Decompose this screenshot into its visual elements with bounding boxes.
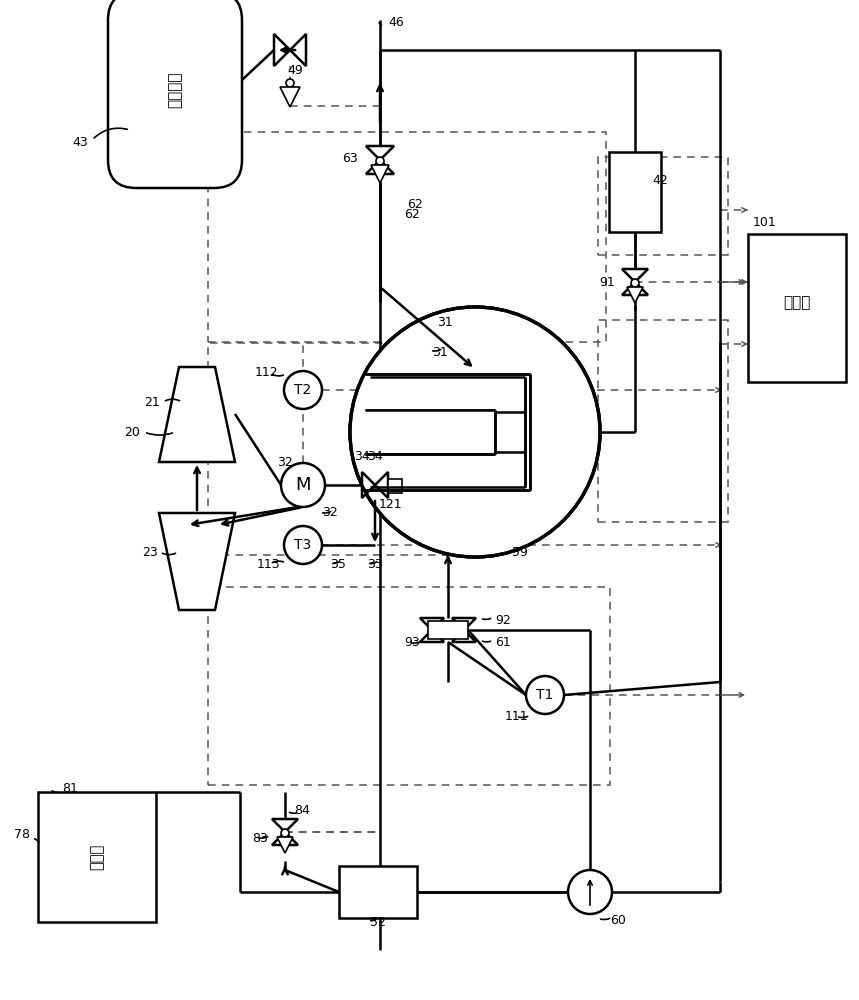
- Text: 91: 91: [600, 275, 615, 288]
- Bar: [360, 411, 494, 453]
- Text: 46: 46: [388, 15, 404, 28]
- Polygon shape: [420, 630, 444, 642]
- Bar: [339, 866, 417, 918]
- Polygon shape: [280, 87, 300, 107]
- Text: 121: 121: [378, 498, 402, 512]
- Text: 60: 60: [610, 914, 626, 926]
- Text: 93: 93: [405, 636, 420, 648]
- Polygon shape: [622, 282, 648, 295]
- Text: 101: 101: [753, 216, 777, 229]
- Text: T2: T2: [295, 383, 312, 397]
- Text: 32: 32: [322, 506, 338, 520]
- Polygon shape: [159, 367, 235, 462]
- Polygon shape: [452, 618, 476, 630]
- Polygon shape: [452, 630, 476, 642]
- Polygon shape: [420, 618, 444, 630]
- Polygon shape: [290, 34, 306, 66]
- Text: 112: 112: [254, 366, 278, 379]
- Text: 42: 42: [652, 174, 668, 186]
- Polygon shape: [366, 146, 394, 160]
- Text: 92: 92: [495, 613, 511, 626]
- Text: 制御部: 制御部: [783, 296, 811, 310]
- Polygon shape: [272, 832, 298, 845]
- Bar: [208, 587, 610, 785]
- Text: 33: 33: [367, 558, 383, 572]
- Bar: [748, 234, 846, 382]
- Text: 62: 62: [404, 209, 420, 222]
- Text: 高圧滚筒: 高圧滚筒: [168, 72, 182, 108]
- Text: 111: 111: [504, 710, 528, 724]
- Polygon shape: [371, 165, 389, 183]
- FancyBboxPatch shape: [108, 0, 242, 188]
- Circle shape: [284, 371, 322, 409]
- Text: 63: 63: [342, 151, 358, 164]
- Text: 43: 43: [72, 135, 88, 148]
- Polygon shape: [375, 472, 388, 498]
- Text: T1: T1: [536, 688, 554, 702]
- Text: 31: 31: [437, 316, 453, 328]
- Text: 31: 31: [432, 346, 448, 359]
- Polygon shape: [362, 472, 375, 498]
- Text: M: M: [295, 476, 311, 494]
- Text: 34: 34: [367, 450, 383, 464]
- Text: 21: 21: [144, 395, 160, 408]
- Text: 62: 62: [407, 198, 423, 212]
- Bar: [388, 479, 402, 493]
- Bar: [208, 343, 478, 555]
- Polygon shape: [622, 269, 648, 282]
- Polygon shape: [627, 287, 643, 303]
- Bar: [208, 132, 606, 342]
- Bar: [428, 621, 468, 639]
- Text: 23: 23: [143, 546, 158, 558]
- Bar: [365, 375, 529, 489]
- Polygon shape: [159, 513, 235, 610]
- Text: 61: 61: [495, 636, 511, 648]
- Text: 35: 35: [330, 558, 346, 572]
- Text: 20: 20: [124, 426, 140, 438]
- Circle shape: [281, 829, 289, 837]
- Circle shape: [350, 307, 600, 557]
- Polygon shape: [277, 837, 293, 853]
- Text: 冷凝器: 冷凝器: [89, 844, 105, 870]
- Bar: [609, 152, 661, 232]
- Circle shape: [281, 463, 325, 507]
- Text: 84: 84: [294, 804, 310, 816]
- Circle shape: [350, 307, 600, 557]
- Text: 113: 113: [256, 558, 280, 572]
- Bar: [598, 320, 728, 522]
- Circle shape: [286, 79, 294, 87]
- Circle shape: [568, 870, 612, 914]
- Text: 83: 83: [253, 832, 268, 844]
- Circle shape: [284, 526, 322, 564]
- Text: 81: 81: [62, 782, 78, 794]
- Polygon shape: [366, 160, 394, 174]
- Text: 59: 59: [512, 546, 528, 558]
- Polygon shape: [272, 819, 298, 832]
- Polygon shape: [274, 34, 290, 66]
- Bar: [38, 792, 156, 922]
- Circle shape: [376, 157, 384, 165]
- Text: T3: T3: [295, 538, 312, 552]
- Text: 32: 32: [277, 456, 293, 470]
- Bar: [598, 157, 728, 255]
- Text: 49: 49: [287, 64, 303, 77]
- Circle shape: [526, 676, 564, 714]
- Text: 78: 78: [14, 828, 30, 842]
- Text: 52: 52: [370, 916, 386, 928]
- Circle shape: [631, 279, 639, 287]
- Text: 34: 34: [354, 450, 370, 464]
